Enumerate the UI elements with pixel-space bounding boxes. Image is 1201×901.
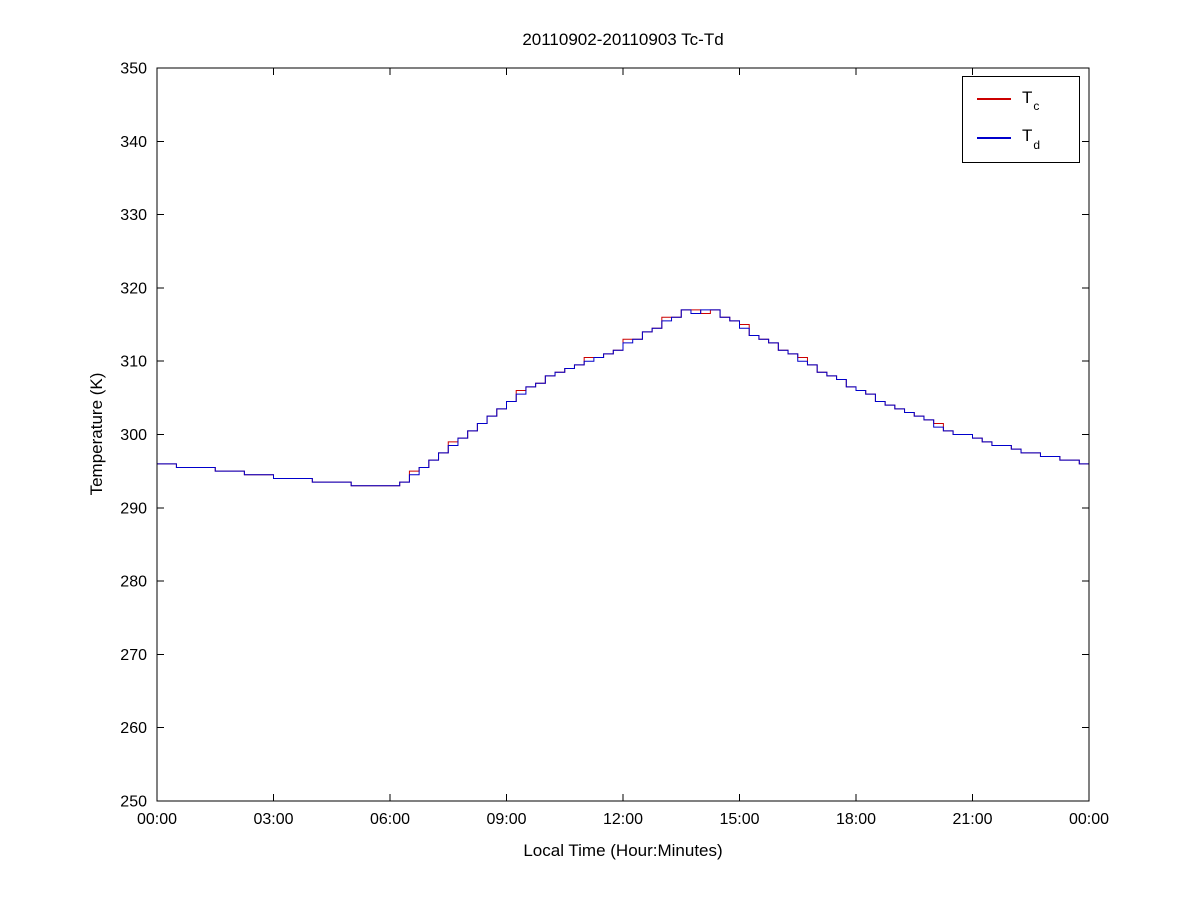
- y-tick-label: 330: [120, 207, 147, 224]
- series-line-td: [157, 309, 1089, 487]
- legend-line-sample-td: [977, 136, 1011, 139]
- y-tick-label: 300: [120, 427, 147, 444]
- y-tick-label: 340: [120, 134, 147, 151]
- legend-label-td: Td: [1022, 126, 1041, 152]
- y-tick-label: 280: [120, 574, 147, 591]
- x-tick-label: 09:00: [486, 811, 526, 828]
- legend-line-sample-tc: [977, 98, 1011, 101]
- x-tick-label: 15:00: [719, 811, 759, 828]
- y-tick-label: 310: [120, 354, 147, 371]
- y-tick-label: 250: [120, 794, 147, 811]
- x-tick-label: 00:00: [1069, 811, 1109, 828]
- legend-entry-tc: Tc: [977, 88, 1065, 114]
- y-tick-label: 320: [120, 280, 147, 297]
- x-axis-label: Local Time (Hour:Minutes): [523, 841, 723, 860]
- y-tick-label: 350: [120, 61, 147, 78]
- legend: Tc Td: [962, 76, 1080, 163]
- x-tick-label: 18:00: [836, 811, 876, 828]
- x-tick-label: 06:00: [370, 811, 410, 828]
- x-tick-label: 03:00: [253, 811, 293, 828]
- legend-label-tc: Tc: [1022, 88, 1040, 114]
- y-tick-label: 290: [120, 500, 147, 517]
- series-line-tc: [157, 309, 1089, 487]
- x-tick-label: 00:00: [137, 811, 177, 828]
- axes-box: [156, 67, 1090, 802]
- x-tick-label: 12:00: [603, 811, 643, 828]
- chart-title: 20110902-20110903 Tc-Td: [522, 30, 724, 49]
- y-tick-label: 270: [120, 647, 147, 664]
- legend-entry-td: Td: [977, 126, 1065, 152]
- x-tick-label: 21:00: [952, 811, 992, 828]
- y-tick-label: 260: [120, 720, 147, 737]
